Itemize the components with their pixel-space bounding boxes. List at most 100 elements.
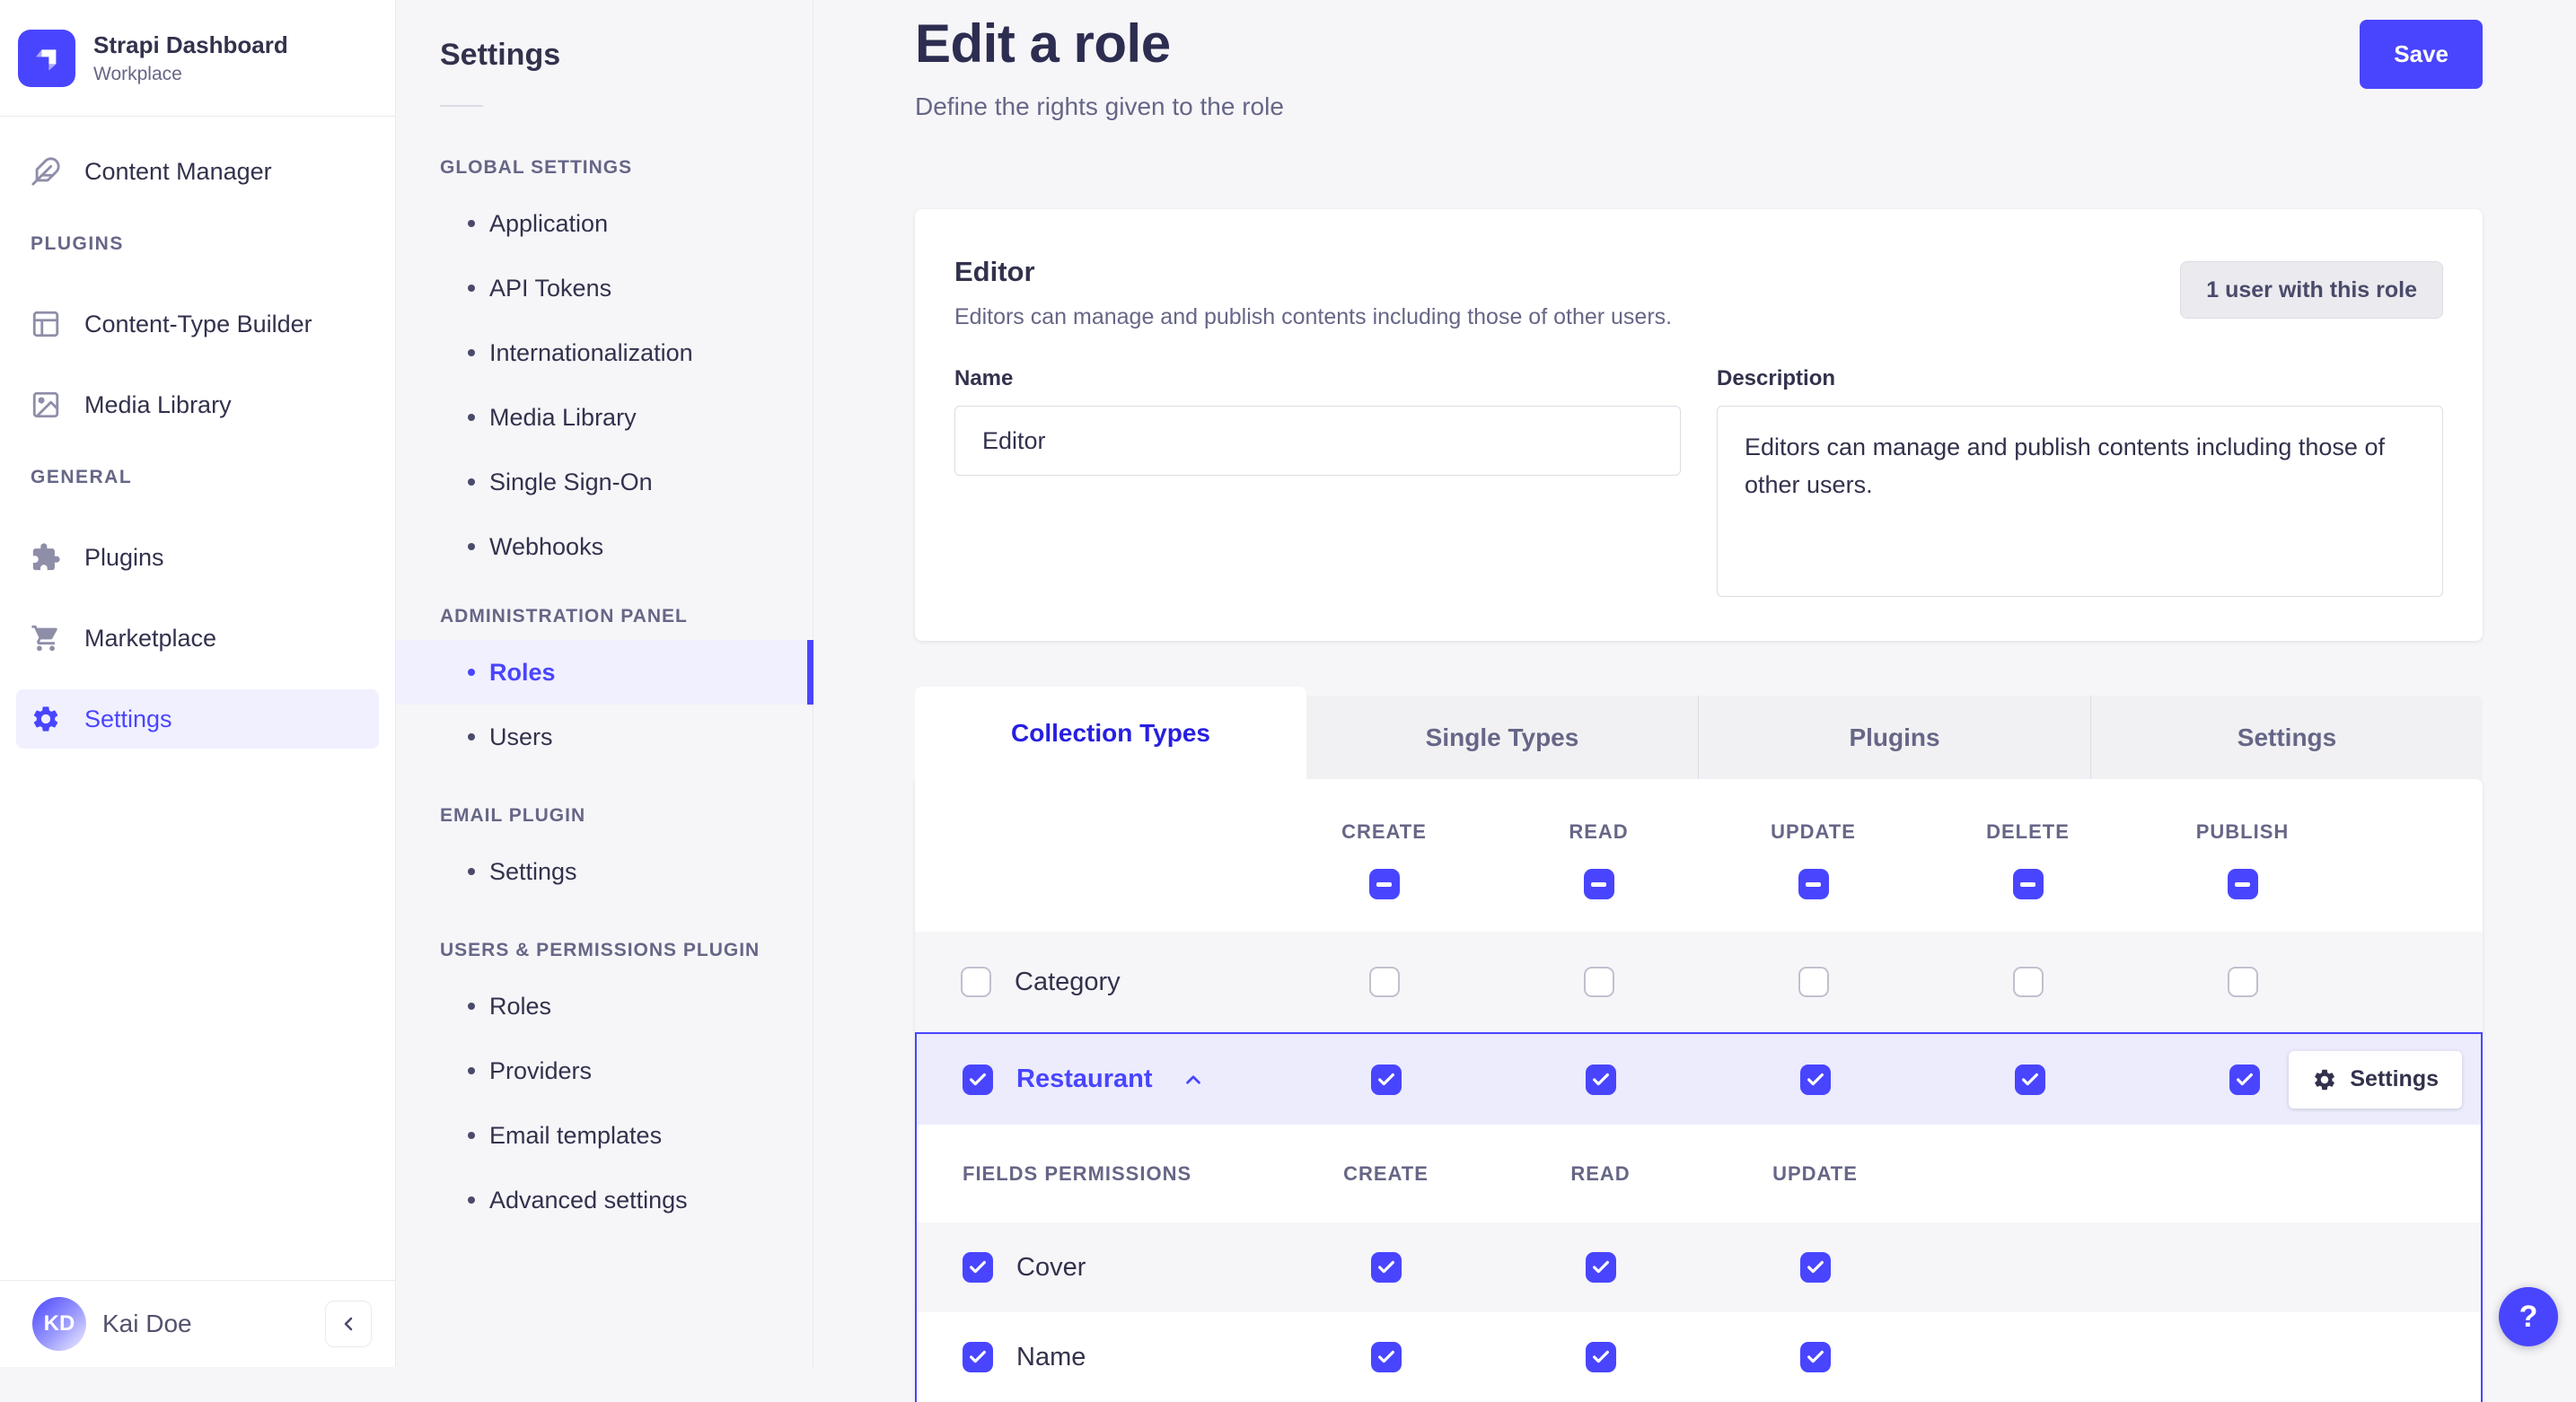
subnav-section-users-permissions-plugin: USERS & PERMISSIONS PLUGIN — [440, 940, 760, 960]
cover-create-checkbox[interactable] — [1370, 1252, 1402, 1283]
page-title: Edit a role — [915, 13, 1171, 74]
sidebar-item-label: Media Library — [84, 390, 232, 418]
subnav-section-global-settings: GLOBAL SETTINGS — [440, 157, 633, 178]
restaurant-delete-checkbox[interactable] — [2014, 1064, 2045, 1095]
subnav-section-email-plugin: EMAIL PLUGIN — [440, 805, 586, 826]
restaurant-publish-checkbox[interactable] — [2229, 1064, 2260, 1095]
column-delete: DELETE — [1921, 820, 2135, 899]
role-summary-text: Editor Editors can manage and publish co… — [954, 256, 1672, 330]
sidebar-item-label: Content-Type Builder — [84, 310, 312, 337]
cell-read — [1491, 967, 1706, 997]
workspace-name: Workplace — [93, 63, 182, 84]
category-publish-checkbox[interactable] — [2227, 967, 2258, 997]
section-label-general: GENERAL — [31, 467, 133, 487]
sidebar-item-plugins[interactable]: Plugins — [16, 528, 379, 587]
sidebar-item-media-library[interactable]: Media Library — [16, 375, 379, 434]
select-all-publish-checkbox[interactable] — [2227, 869, 2258, 899]
select-all-delete-checkbox[interactable] — [2012, 869, 2044, 899]
name-create-checkbox[interactable] — [1370, 1342, 1402, 1372]
subnav-item-internationalization[interactable]: Internationalization — [396, 320, 813, 385]
image-icon — [32, 391, 59, 418]
subnav-section-administration-panel: ADMINISTRATION PANEL — [440, 606, 688, 627]
subnav-item-media-library[interactable]: Media Library — [396, 385, 813, 450]
cover-update-checkbox[interactable] — [1799, 1252, 1831, 1283]
cell-create — [1279, 1252, 1493, 1283]
role-form: Name Description Editors can manage and … — [954, 366, 2443, 601]
category-create-checkbox[interactable] — [1368, 967, 1400, 997]
subnav-item-email-settings[interactable]: Settings — [396, 839, 813, 904]
subnav-item-email-templates[interactable]: Email templates — [396, 1103, 813, 1168]
cell-read — [1493, 1252, 1708, 1283]
column-create: CREATE — [1277, 820, 1491, 899]
chevron-left-icon — [344, 1317, 353, 1331]
chevron-up-icon[interactable] — [1182, 1068, 1205, 1091]
sidebar-item-settings[interactable]: Settings — [16, 689, 379, 749]
cell-delete — [1922, 1064, 2137, 1095]
users-with-role-button[interactable]: 1 user with this role — [2180, 261, 2443, 319]
role-name-input[interactable] — [954, 406, 1681, 476]
tab-single-types[interactable]: Single Types — [1306, 696, 1698, 779]
row-label: Cover — [1016, 1252, 1086, 1282]
fields-permissions-title: FIELDS PERMISSIONS — [963, 1161, 1192, 1185]
category-update-checkbox[interactable] — [1798, 967, 1829, 997]
restaurant-settings-button[interactable]: Settings — [2289, 1050, 2462, 1108]
permissions-panel: CREATE READ UPDATE DELETE PUBLISH — [915, 779, 2483, 1402]
cover-row-checkbox[interactable] — [963, 1252, 993, 1283]
layout-icon — [32, 311, 59, 337]
subnav-item-providers[interactable]: Providers — [396, 1038, 813, 1103]
cell-update — [1706, 967, 1921, 997]
brand-text: Strapi Dashboard Workplace — [93, 31, 288, 85]
select-all-update-checkbox[interactable] — [1798, 869, 1829, 899]
sidebar-item-label: Marketplace — [84, 624, 217, 652]
name-row-checkbox[interactable] — [963, 1342, 993, 1372]
page-header-text: Edit a role Define the rights given to t… — [915, 13, 1284, 209]
category-read-checkbox[interactable] — [1583, 967, 1614, 997]
collapse-sidebar-button[interactable] — [325, 1301, 372, 1347]
subnav-list: Roles Providers Email templates Advanced… — [396, 974, 813, 1232]
subnav-list: Roles Users — [396, 640, 813, 769]
sidebar-item-label: Settings — [84, 705, 172, 732]
subnav-item-roles[interactable]: Roles — [396, 640, 813, 705]
subnav-item-up-roles[interactable]: Roles — [396, 974, 813, 1038]
select-all-read-checkbox[interactable] — [1583, 869, 1614, 899]
role-name-heading: Editor — [954, 256, 1035, 287]
name-read-checkbox[interactable] — [1585, 1342, 1616, 1372]
column-title: CREATE — [1341, 820, 1427, 843]
restaurant-update-checkbox[interactable] — [1799, 1064, 1831, 1095]
subnav-title: Settings — [440, 38, 561, 72]
sidebar-item-content-manager[interactable]: Content Manager — [16, 142, 379, 201]
restaurant-create-checkbox[interactable] — [1370, 1064, 1402, 1095]
restaurant-row-checkbox[interactable] — [963, 1064, 993, 1095]
category-delete-checkbox[interactable] — [2012, 967, 2044, 997]
subnav-item-single-sign-on[interactable]: Single Sign-On — [396, 450, 813, 514]
name-update-checkbox[interactable] — [1799, 1342, 1831, 1372]
cell-create — [1277, 967, 1491, 997]
subnav-item-users[interactable]: Users — [396, 705, 813, 769]
tab-collection-types[interactable]: Collection Types — [915, 687, 1306, 779]
subnav-item-application[interactable]: Application — [396, 191, 813, 256]
help-button[interactable]: ? — [2499, 1287, 2558, 1346]
sidebar-item-content-type-builder[interactable]: Content-Type Builder — [16, 294, 379, 354]
sidebar-item-label: Plugins — [84, 543, 164, 571]
page-subtitle: Define the rights given to the role — [915, 92, 1284, 120]
subnav-item-webhooks[interactable]: Webhooks — [396, 514, 813, 579]
description-field-label: Description — [1717, 366, 1836, 390]
restaurant-read-checkbox[interactable] — [1585, 1064, 1616, 1095]
select-all-create-checkbox[interactable] — [1368, 869, 1400, 899]
tab-settings[interactable]: Settings — [2090, 696, 2483, 779]
column-title: DELETE — [1986, 820, 2070, 843]
cover-read-checkbox[interactable] — [1585, 1252, 1616, 1283]
tab-plugins[interactable]: Plugins — [1698, 696, 2090, 779]
sidebar-item-marketplace[interactable]: Marketplace — [16, 609, 379, 668]
table-row-restaurant: Restaurant Settings — [917, 1034, 2481, 1125]
subnav-item-advanced-settings[interactable]: Advanced settings — [396, 1168, 813, 1232]
row-label-cell: Cover — [917, 1252, 1279, 1283]
save-button[interactable]: Save — [2360, 20, 2483, 89]
row-label-cell: Name — [917, 1342, 1279, 1372]
category-row-checkbox[interactable] — [961, 967, 991, 997]
subnav-item-api-tokens[interactable]: API Tokens — [396, 256, 813, 320]
fields-column-read: READ — [1570, 1161, 1631, 1185]
column-publish: PUBLISH — [2135, 820, 2350, 899]
primary-sidebar: Strapi Dashboard Workplace Content Manag… — [0, 0, 396, 1367]
role-description-textarea[interactable]: Editors can manage and publish contents … — [1717, 406, 2443, 597]
